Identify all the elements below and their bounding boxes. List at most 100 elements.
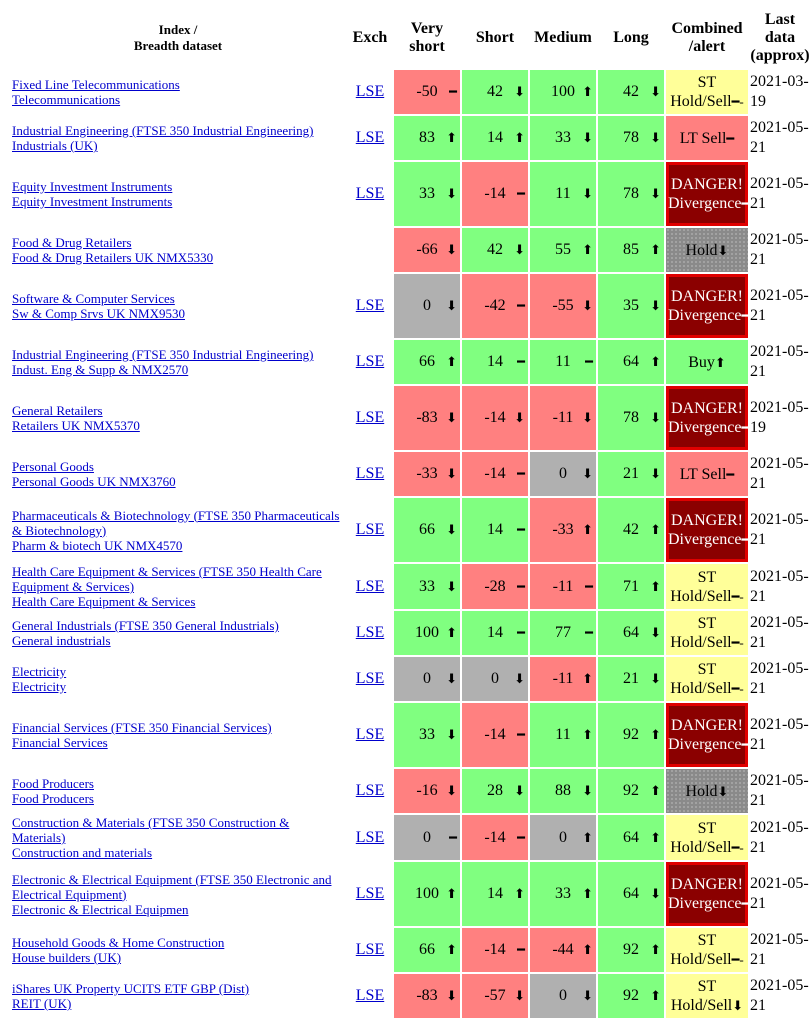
dataset-link[interactable]: Construction and materials (12, 845, 153, 860)
trend-arrow: ⬇ (582, 783, 593, 798)
dataset-link[interactable]: Food & Drug Retailers (12, 235, 132, 250)
exch-link[interactable]: LSE (355, 782, 385, 799)
trend-arrow: ⬇ (514, 671, 525, 686)
score-value: 77 (555, 624, 571, 641)
dataset-link[interactable]: Health Care Equipment & Services (12, 594, 196, 609)
exch-link[interactable]: LSE (355, 828, 385, 846)
combined-cell: ST Hold/Sell━- (666, 928, 748, 972)
table-row: Industrial Engineering (FTSE 350 Industr… (10, 116, 810, 160)
dataset-link[interactable]: Household Goods & Home Construction (12, 935, 225, 950)
exch-link[interactable]: LSE (355, 726, 385, 743)
trend-arrow: ⬇ (446, 410, 457, 425)
dataset-link[interactable]: Personal Goods (12, 459, 94, 474)
combined-text: Buy (688, 353, 715, 371)
trend-arrow: ━ (517, 942, 525, 957)
trend-arrow: ━ (517, 727, 525, 742)
exch-link[interactable]: LSE (355, 670, 385, 687)
score-cell: 55 ⬆ (530, 228, 596, 272)
dataset-link[interactable]: Fixed Line Telecommunications (12, 77, 180, 92)
trend-arrow: ━ (449, 84, 457, 99)
dataset-link[interactable]: Food & Drug Retailers UK NMX5330 (12, 250, 214, 265)
exch-link[interactable]: LSE (355, 577, 385, 595)
score-cell: 42 ⬆ (598, 498, 664, 562)
dataset-link[interactable]: REIT (UK) (12, 996, 72, 1011)
exch-link[interactable]: LSE (355, 353, 385, 370)
dataset-link[interactable]: Electricity (12, 664, 67, 679)
trend-arrow: ⬆ (650, 829, 661, 845)
score-cell: 83 ⬆ (394, 116, 460, 160)
exch-cell (348, 228, 392, 272)
date-cell: 2021-03-19 (750, 73, 809, 110)
score-value: 92 (623, 941, 639, 958)
combined-text: DANGER! Divergence (668, 400, 743, 436)
score-value: 92 (623, 782, 639, 799)
dataset-link[interactable]: iShares UK Property UCITS ETF GBP (Dist) (12, 981, 250, 996)
combined-text: DANGER! Divergence (668, 717, 743, 753)
score-value: -14 (484, 465, 506, 482)
table-row: Food & Drug Retailers Food & Drug Retaile… (10, 228, 810, 272)
combined-text: ST Hold/Sell (670, 615, 732, 651)
score-value: 100 (551, 83, 575, 100)
exch-link[interactable]: LSE (355, 987, 385, 1004)
dataset-link[interactable]: Health Care Equipment & Services (FTSE 3… (12, 564, 322, 594)
score-value: 0 (559, 465, 567, 482)
score-value: 42 (487, 241, 503, 258)
dataset-link[interactable]: Electricity (12, 679, 67, 694)
exch-link[interactable]: LSE (355, 83, 385, 100)
date-cell: 2021-05-21 (750, 614, 809, 651)
trend-arrow: ⬆ (514, 886, 525, 901)
dataset-link[interactable]: Indust. Eng & Supp & NMX2570 (12, 362, 189, 377)
score-value: -66 (416, 241, 438, 258)
dataset-link[interactable]: General Retailers (12, 403, 103, 418)
score-cell: 0 ⬇ (530, 974, 596, 1018)
dataset-link[interactable]: Financial Services (FTSE 350 Financial S… (12, 720, 272, 735)
date-cell: 2021-05-21 (750, 455, 809, 492)
combined-cell: ST Hold/Sell━- (666, 657, 748, 701)
score-value: -50 (416, 83, 438, 100)
score-cell: -55 ⬇ (530, 274, 596, 338)
exch-link[interactable]: LSE (355, 185, 385, 202)
score-cell: -14 ⬇ (462, 386, 528, 450)
dataset-link[interactable]: Retailers UK NMX5370 (12, 418, 140, 433)
score-cell: 66 ⬆ (394, 340, 460, 384)
score-cell: 33 ⬆ (530, 862, 596, 926)
dataset-link[interactable]: Software & Computer Services (12, 291, 175, 306)
exch-link[interactable]: LSE (355, 885, 385, 902)
date-cell: 2021-05-21 (750, 567, 809, 605)
dataset-link[interactable]: Equity Investment Instruments (12, 179, 173, 194)
combined-arrow: ━- (731, 635, 744, 650)
dataset-link[interactable]: House builders (UK) (12, 950, 122, 965)
exch-link[interactable]: LSE (355, 409, 385, 426)
exch-link[interactable]: LSE (355, 521, 385, 538)
exch-link[interactable]: LSE (355, 941, 385, 958)
dataset-link[interactable]: Food Producers (12, 776, 94, 791)
trend-arrow: ⬆ (582, 522, 593, 537)
dataset-link[interactable]: Personal Goods UK NMX3760 (12, 474, 176, 489)
dataset-link[interactable]: Industrials (UK) (12, 138, 98, 153)
dataset-link[interactable]: Electronic & Electrical Equipment (FTSE … (12, 871, 332, 902)
dataset-link[interactable]: Industrial Engineering (FTSE 350 Industr… (12, 347, 314, 362)
score-value: -44 (552, 941, 574, 958)
date-cell: 2021-05-21 (750, 660, 809, 697)
dataset-link[interactable]: Equity Investment Instruments (12, 194, 173, 209)
dataset-link[interactable]: Pharm & biotech UK NMX4570 (12, 537, 183, 553)
exch-link[interactable]: LSE (355, 129, 385, 146)
exch-link[interactable]: LSE (355, 465, 385, 482)
trend-arrow: ⬆ (446, 942, 457, 957)
dataset-link[interactable]: Pharmaceuticals & Biotechnology (FTSE 35… (12, 507, 340, 538)
dataset-link[interactable]: Construction & Materials (FTSE 350 Const… (12, 815, 290, 845)
exch-link[interactable]: LSE (355, 297, 385, 314)
dataset-link[interactable]: Sw & Comp Srvs UK NMX9530 (12, 306, 185, 321)
dataset-link[interactable]: Telecommunications (12, 92, 121, 107)
dataset-link[interactable]: General Industrials (FTSE 350 General In… (12, 618, 279, 633)
dataset-link[interactable]: Food Producers (12, 791, 94, 806)
score-value: -11 (552, 670, 574, 687)
exch-cell: LSE (348, 703, 392, 767)
dataset-link[interactable]: Industrial Engineering (FTSE 350 Industr… (12, 123, 314, 138)
header-row: Index / Breadth dataset Exch Very short S… (10, 8, 810, 68)
dataset-link[interactable]: Financial Services (12, 735, 108, 750)
exch-link[interactable]: LSE (355, 624, 385, 641)
dataset-link[interactable]: Electronic & Electrical Equipmen (12, 901, 189, 917)
dataset-link[interactable]: General industrials (12, 633, 111, 648)
combined-arrow: ━- (731, 94, 744, 109)
